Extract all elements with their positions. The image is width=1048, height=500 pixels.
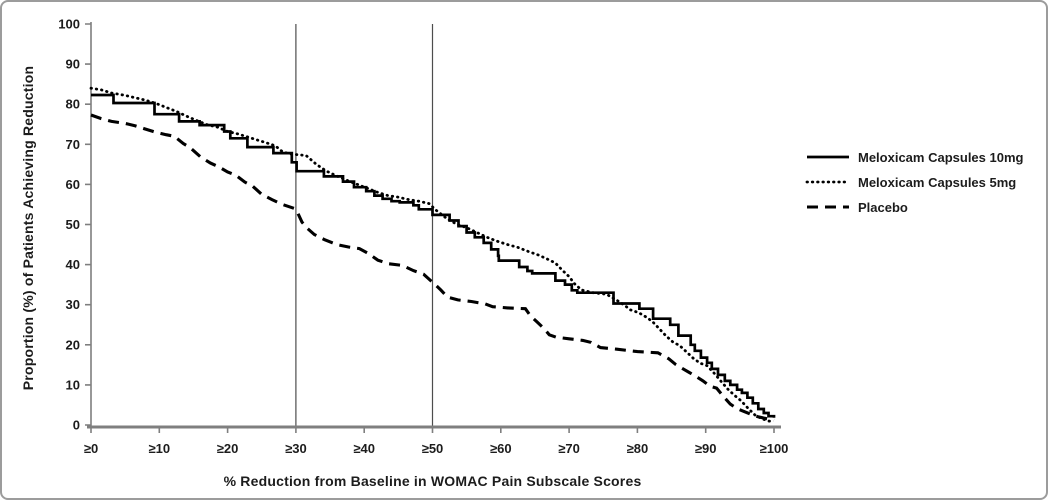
x-tick-label: ≥30 bbox=[285, 441, 307, 456]
legend-label: Meloxicam Capsules 5mg bbox=[858, 174, 1017, 190]
y-tick-label: 50 bbox=[66, 217, 80, 232]
y-tick-label: 20 bbox=[66, 337, 80, 352]
x-tick-label: ≥90 bbox=[695, 441, 717, 456]
y-tick-label: 70 bbox=[66, 137, 80, 152]
x-tick-label: ≥40 bbox=[353, 441, 375, 456]
x-tick-label: ≥100 bbox=[760, 441, 789, 456]
y-axis-title: Proportion (%) of Patients Achieving Red… bbox=[20, 65, 36, 391]
legend-item-placebo: Placebo bbox=[805, 198, 1023, 216]
y-tick-label: 100 bbox=[58, 17, 80, 32]
x-tick-label: ≥20 bbox=[217, 441, 239, 456]
dotted-line-sample-icon bbox=[805, 180, 851, 184]
y-tick-label: 40 bbox=[66, 257, 80, 272]
x-tick-label: ≥50 bbox=[422, 441, 444, 456]
x-tick-label: ≥10 bbox=[148, 441, 170, 456]
dashed-line-sample-icon bbox=[807, 205, 849, 209]
y-tick-label: 10 bbox=[66, 377, 80, 392]
x-tick-label: ≥60 bbox=[490, 441, 512, 456]
x-axis-title: % Reduction from Baseline in WOMAC Pain … bbox=[223, 473, 642, 489]
solid-line-sample-icon bbox=[807, 155, 849, 159]
x-tick-label: ≥80 bbox=[627, 441, 649, 456]
y-tick-label: 90 bbox=[66, 57, 80, 72]
legend-item-meloxicam-10mg: Meloxicam Capsules 10mg bbox=[805, 148, 1023, 166]
y-tick-label: 80 bbox=[66, 97, 80, 112]
series-curve-placebo bbox=[90, 113, 775, 422]
legend-label: Placebo bbox=[858, 199, 908, 215]
series-curve-meloxicam-capsules-10mg bbox=[91, 93, 776, 418]
y-tick-label: 30 bbox=[66, 297, 80, 312]
x-tick-label: ≥0 bbox=[84, 441, 98, 456]
x-tick-label: ≥70 bbox=[558, 441, 580, 456]
series-curve-meloxicam-capsules-5mg bbox=[89, 86, 776, 424]
legend-item-meloxicam-5mg: Meloxicam Capsules 5mg bbox=[805, 173, 1023, 191]
y-tick-label: 0 bbox=[73, 418, 80, 433]
legend-label: Meloxicam Capsules 10mg bbox=[858, 149, 1024, 165]
legend: Meloxicam Capsules 10mg Meloxicam Capsul… bbox=[805, 148, 1023, 216]
y-tick-label: 60 bbox=[66, 177, 80, 192]
